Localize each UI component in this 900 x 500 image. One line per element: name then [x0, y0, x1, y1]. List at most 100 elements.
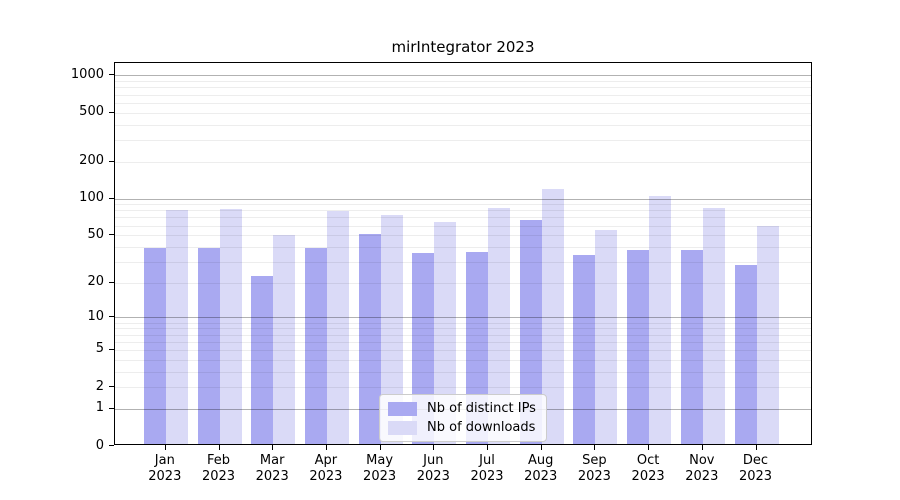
bar-downloads-dec — [756, 226, 779, 444]
y-tick-label-5: 5 — [95, 341, 104, 357]
bar-downloads-jan — [165, 210, 188, 444]
x-tick-nov — [701, 445, 703, 450]
gridline-40 — [115, 246, 811, 248]
gridline-30 — [115, 261, 811, 263]
x-tick-label-may: May 2023 — [363, 453, 397, 484]
y-tick-label-1000: 1000 — [70, 66, 104, 82]
gridline-900 — [115, 81, 811, 83]
bar-distinct-ips-aug — [519, 220, 542, 444]
y-tick-label-0: 0 — [95, 437, 104, 453]
legend-label-downloads: Nb of downloads — [427, 420, 536, 435]
gridline-400 — [115, 124, 811, 126]
x-tick-jul — [487, 445, 488, 450]
y-tick-2 — [109, 386, 114, 388]
gridline-60 — [115, 225, 811, 227]
legend-label-distinct-ips: Nb of distinct IPs — [427, 401, 536, 416]
bar-downloads-jun — [434, 221, 457, 444]
x-tick-aug — [540, 445, 542, 450]
y-tick-200 — [109, 160, 114, 162]
gridline-100 — [115, 198, 811, 200]
x-tick-label-apr: Apr 2023 — [309, 453, 343, 484]
gridline-6 — [115, 341, 811, 343]
bar-downloads-mar — [273, 235, 296, 444]
bar-distinct-ips-feb — [197, 247, 220, 444]
bar-distinct-ips-nov — [680, 250, 703, 444]
gridline-70 — [115, 217, 811, 219]
x-tick-label-oct: Oct 2023 — [631, 453, 665, 484]
bar-distinct-ips-oct — [627, 250, 650, 444]
gridline-9 — [115, 322, 811, 324]
gridline-700 — [115, 94, 811, 96]
x-tick-feb — [218, 445, 220, 450]
x-tick-label-mar: Mar 2023 — [255, 453, 289, 484]
y-tick-0 — [109, 445, 114, 446]
bar-downloads-nov — [702, 207, 725, 444]
bar-distinct-ips-may — [358, 234, 381, 444]
x-tick-jun — [433, 445, 435, 450]
gridline-80 — [115, 210, 811, 212]
gridline-50 — [115, 235, 811, 237]
x-tick-sep — [594, 445, 596, 450]
bar-distinct-ips-mar — [251, 275, 274, 444]
gridline-600 — [115, 102, 811, 104]
bar-downloads-feb — [219, 209, 242, 444]
x-tick-apr — [325, 445, 327, 450]
y-tick-20 — [109, 281, 114, 283]
y-tick-label-10: 10 — [87, 308, 104, 324]
gridline-20 — [115, 282, 811, 284]
y-tick-1000 — [109, 74, 114, 76]
x-tick-oct — [648, 445, 650, 450]
y-tick-50 — [109, 234, 114, 236]
legend-swatch-distinct-ips — [388, 401, 417, 416]
y-tick-label-50: 50 — [87, 226, 104, 242]
gridline-7 — [115, 334, 811, 336]
y-tick-label-200: 200 — [79, 153, 104, 169]
bar-downloads-sep — [595, 230, 618, 444]
bar-downloads-may — [380, 215, 403, 444]
y-tick-label-500: 500 — [79, 104, 104, 120]
legend-row-distinct-ips: Nb of distinct IPs — [388, 401, 536, 416]
x-tick-dec — [755, 445, 757, 450]
gridline-3 — [115, 371, 811, 373]
x-tick-label-jun: Jun 2023 — [416, 453, 450, 484]
bar-distinct-ips-dec — [734, 265, 757, 444]
legend: Nb of distinct IPs Nb of downloads — [379, 394, 547, 442]
x-tick-label-jan: Jan 2023 — [148, 453, 182, 484]
gridline-500 — [115, 112, 811, 114]
x-tick-label-dec: Dec 2023 — [738, 453, 773, 484]
bar-downloads-jul — [488, 208, 510, 444]
y-tick-label-100: 100 — [79, 190, 104, 205]
y-tick-label-2: 2 — [95, 378, 104, 394]
x-tick-jan — [164, 445, 166, 450]
x-tick-mar — [272, 445, 274, 450]
x-tick-label-sep: Sep 2023 — [577, 453, 611, 484]
y-tick-100 — [109, 197, 114, 199]
y-tick-5 — [109, 348, 114, 350]
gridline-10 — [115, 317, 811, 319]
x-tick-label-aug: Aug 2023 — [524, 453, 558, 484]
legend-row-downloads: Nb of downloads — [388, 420, 536, 435]
bar-distinct-ips-jan — [143, 247, 166, 444]
y-tick-10 — [109, 316, 114, 318]
x-tick-label-feb: Feb 2023 — [201, 453, 236, 484]
bar-downloads-apr — [326, 211, 349, 444]
gridline-8 — [115, 328, 811, 330]
bar-downloads-oct — [649, 195, 672, 444]
gridline-4 — [115, 359, 811, 361]
gridline-2 — [115, 387, 811, 389]
y-tick-500 — [109, 111, 114, 113]
x-tick-label-jul: Jul 2023 — [470, 453, 504, 484]
gridline-5 — [115, 349, 811, 351]
y-tick-label-1: 1 — [95, 400, 104, 416]
y-tick-label-20: 20 — [87, 274, 104, 290]
gridline-90 — [115, 204, 811, 206]
x-tick-label-nov: Nov 2023 — [685, 453, 719, 484]
bar-downloads-aug — [541, 189, 564, 444]
bar-distinct-ips-sep — [573, 254, 596, 444]
bar-distinct-ips-apr — [304, 247, 327, 444]
chart-title: mirIntegrator 2023 — [391, 38, 535, 56]
gridline-800 — [115, 87, 811, 89]
x-tick-may — [379, 445, 381, 450]
gridline-200 — [115, 161, 811, 163]
